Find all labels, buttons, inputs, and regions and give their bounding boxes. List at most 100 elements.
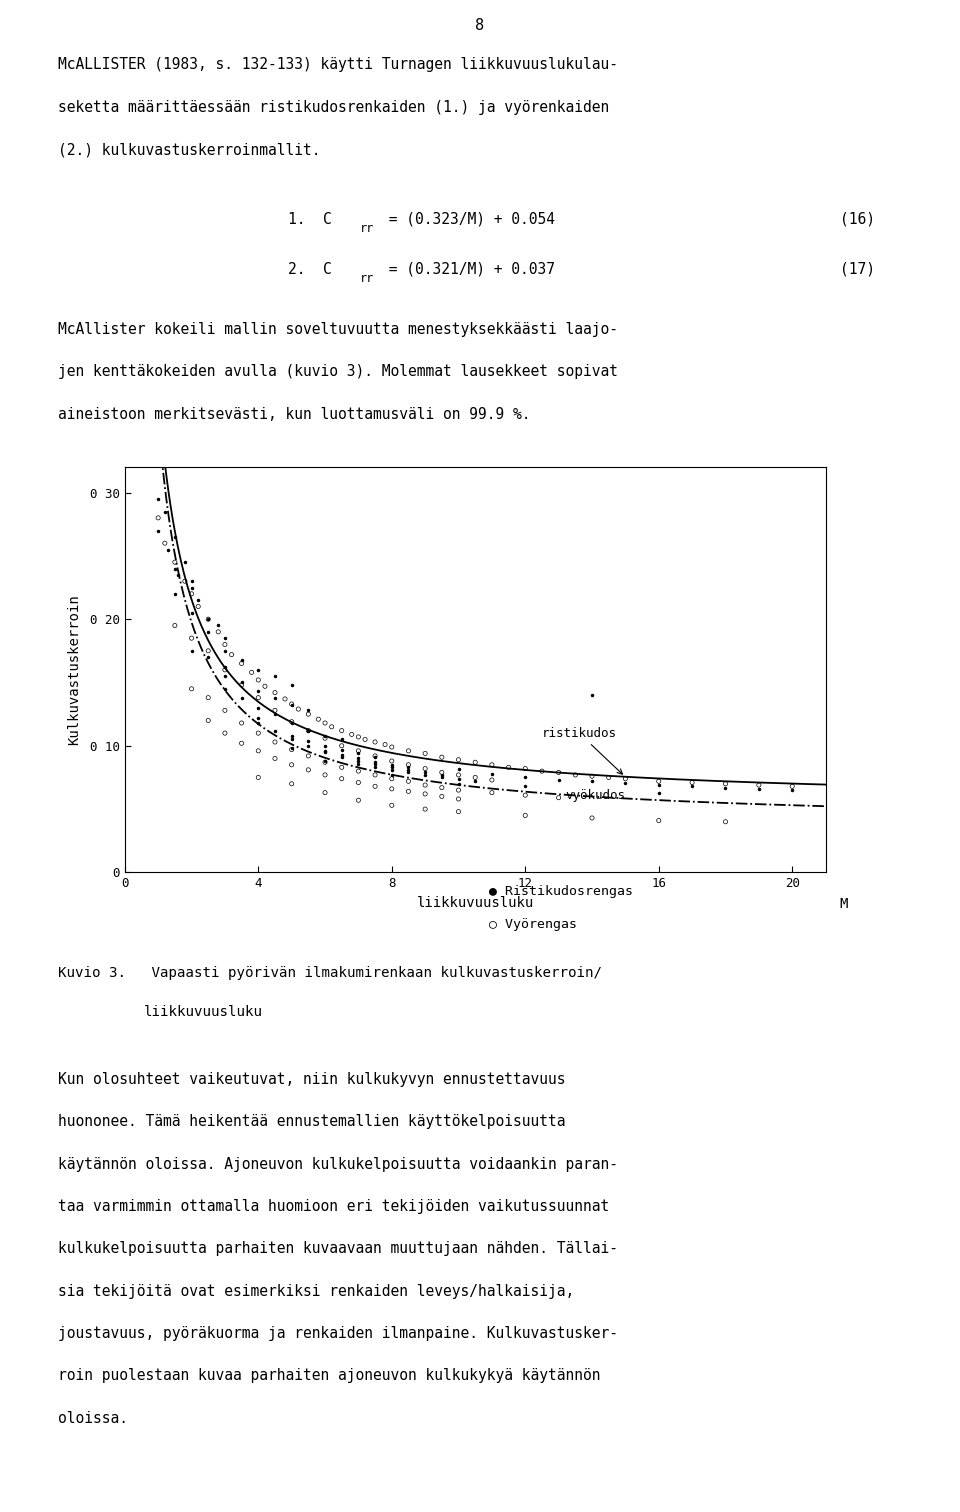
Point (377, 732, 393, 756)
Point (217, 677, 232, 702)
Point (418, 797, 433, 821)
Point (284, 709, 300, 733)
Point (217, 664, 232, 688)
Point (300, 744, 316, 768)
Text: aineistoon merkitsevästi, kun luottamusväli on 99.9 %.: aineistoon merkitsevästi, kun luottamusv… (58, 407, 530, 422)
Point (284, 727, 300, 751)
Point (300, 718, 316, 742)
Text: joustavuus, pyöräkuorma ja renkaiden ilmanpaine. Kulkuvastusker-: joustavuus, pyöräkuorma ja renkaiden ilm… (58, 1326, 617, 1341)
Point (311, 708, 326, 732)
Point (217, 699, 232, 723)
Point (184, 638, 200, 662)
Point (357, 727, 372, 751)
X-axis label: liikkuvuusluku: liikkuvuusluku (417, 895, 534, 910)
Point (368, 730, 383, 754)
Point (384, 748, 399, 773)
Text: McAllister kokeili mallin soveltuvuutta menestyksekkäästi laajo-: McAllister kokeili mallin soveltuvuutta … (58, 322, 617, 337)
Point (350, 771, 366, 795)
Point (368, 744, 383, 768)
Point (217, 658, 232, 682)
Point (160, 537, 176, 561)
Point (517, 765, 533, 789)
Point (434, 764, 449, 788)
Point (251, 696, 266, 720)
Point (267, 699, 282, 723)
Point (157, 531, 173, 555)
Text: sia tekijöitä ovat esimerkiksi renkaiden leveys/halkaisija,: sia tekijöitä ovat esimerkiksi renkaiden… (58, 1284, 574, 1299)
Point (251, 658, 266, 682)
Point (184, 569, 200, 593)
Point (651, 809, 666, 833)
Point (684, 771, 700, 795)
Point (784, 779, 800, 803)
Point (334, 733, 349, 758)
Point (284, 771, 300, 795)
Point (384, 777, 399, 801)
Point (217, 655, 232, 679)
Point (384, 753, 399, 777)
Point (217, 721, 232, 745)
Point (567, 764, 583, 788)
Point (400, 758, 416, 782)
Point (251, 739, 266, 764)
Point (350, 741, 366, 765)
Point (201, 709, 216, 733)
Point (284, 724, 300, 748)
Point (251, 679, 266, 703)
Point (217, 638, 232, 662)
Point (484, 780, 499, 804)
Point (434, 761, 449, 785)
Point (418, 761, 433, 785)
Point (184, 677, 200, 702)
Point (184, 576, 200, 600)
Point (267, 685, 282, 709)
Point (257, 674, 273, 699)
Point (267, 730, 282, 754)
Point (400, 739, 416, 764)
Text: 8: 8 (475, 18, 485, 33)
Point (451, 786, 467, 810)
Point (434, 745, 449, 770)
Point (368, 774, 383, 798)
Text: ● Ristikudosrengas: ● Ristikudosrengas (490, 885, 634, 898)
Point (234, 711, 250, 735)
Point (324, 715, 340, 739)
Text: 2.  C: 2. C (288, 262, 332, 277)
Point (318, 748, 333, 773)
Point (451, 764, 467, 788)
Point (451, 767, 467, 791)
Point (184, 626, 200, 650)
Text: 1.  C: 1. C (288, 212, 332, 227)
Point (334, 754, 349, 779)
Point (284, 736, 300, 761)
Point (267, 718, 282, 742)
Point (384, 767, 399, 791)
Point (251, 668, 266, 692)
Text: huononee. Tämä heikentää ennustemallien käyttökelpoisuutta: huononee. Tämä heikentää ennustemallien … (58, 1114, 565, 1129)
Point (267, 664, 282, 688)
Point (451, 779, 467, 803)
Point (251, 706, 266, 730)
Point (300, 758, 316, 782)
Point (300, 702, 316, 726)
Point (251, 765, 266, 789)
Point (210, 614, 226, 638)
Point (484, 768, 499, 792)
Point (318, 780, 333, 804)
Point (201, 608, 216, 632)
Point (751, 773, 766, 797)
Point (334, 738, 349, 762)
Point (267, 680, 282, 705)
Point (234, 647, 250, 671)
Point (585, 770, 600, 794)
Point (434, 776, 449, 800)
Point (400, 754, 416, 779)
Text: (16): (16) (840, 212, 875, 227)
Point (184, 582, 200, 606)
Text: rr: rr (360, 222, 374, 236)
Point (418, 773, 433, 797)
Point (384, 735, 399, 759)
Point (334, 718, 349, 742)
Point (617, 767, 633, 791)
Text: roin puolestaan kuvaa parhaiten ajoneuvon kulkukykyä käytännön: roin puolestaan kuvaa parhaiten ajoneuvo… (58, 1368, 600, 1383)
